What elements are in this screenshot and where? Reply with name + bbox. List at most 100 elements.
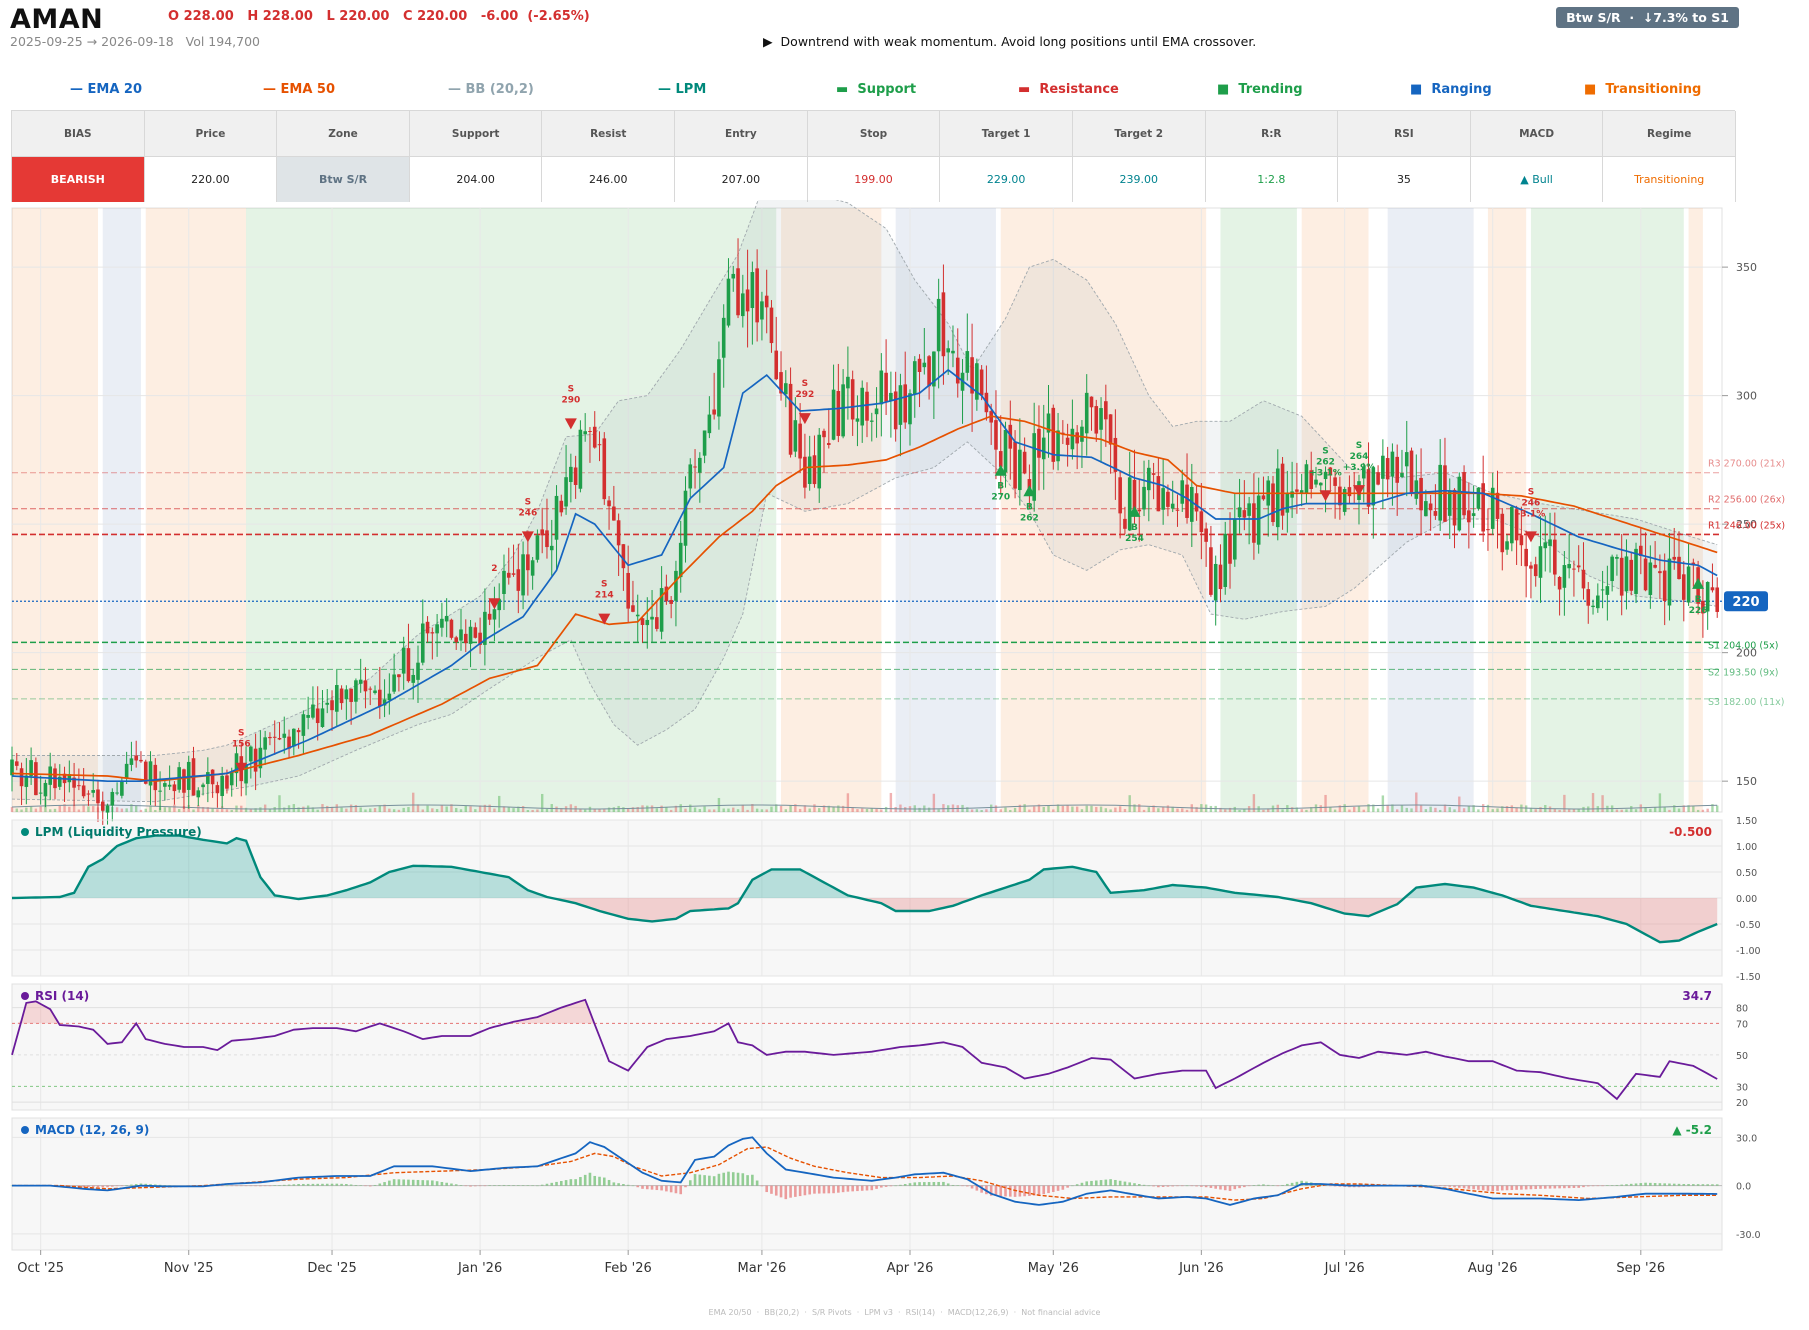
macd-histogram-bar [1567, 1185, 1571, 1189]
macd-histogram-bar [1438, 1185, 1442, 1187]
candle-body [836, 391, 841, 436]
table-header: BIAS [12, 111, 145, 157]
volume-bar [818, 808, 821, 812]
macd-histogram-bar [392, 1179, 396, 1186]
macd-histogram-bar [1252, 1185, 1256, 1186]
macd-histogram-bar [937, 1181, 940, 1186]
candle-body [941, 292, 946, 357]
macd-histogram-bar [139, 1183, 143, 1186]
candle-body [1596, 595, 1600, 609]
macd-histogram-bar [1629, 1183, 1633, 1186]
volume-bar [899, 804, 902, 812]
volume-bar [1601, 795, 1604, 812]
macd-histogram-bar [1195, 1185, 1198, 1187]
x-tick-label: Aug '26 [1468, 1261, 1518, 1276]
macd-histogram-bar [349, 1184, 353, 1186]
macd-histogram-bar [526, 1185, 530, 1186]
x-tick-label: Oct '25 [17, 1261, 64, 1276]
candle-body [1586, 589, 1591, 606]
volume-bar [1577, 808, 1580, 812]
macd-histogram-bar [593, 1175, 597, 1186]
candle-body [306, 714, 310, 718]
macd-histogram-bar [1563, 1185, 1566, 1189]
candle-body [807, 456, 812, 484]
macd-histogram-bar [1486, 1185, 1490, 1191]
x-tick-label: Jun '26 [1178, 1261, 1224, 1276]
candle-body [1557, 576, 1562, 590]
candle-body [721, 317, 726, 358]
candle-body [325, 702, 330, 705]
macd-histogram-bar [631, 1185, 635, 1187]
candle-body [698, 457, 702, 473]
volume-bar [1219, 807, 1222, 812]
volume-bar [25, 807, 28, 812]
volume-bar [736, 809, 740, 812]
macd-histogram-bar [650, 1185, 654, 1190]
candle-body [473, 627, 478, 638]
macd-histogram-bar [488, 1185, 491, 1186]
macd-dot [21, 1126, 29, 1134]
candle-body [1638, 545, 1643, 556]
candle-body [282, 733, 287, 738]
volume-bar [440, 805, 444, 812]
regime-band [102, 208, 141, 812]
volume-bar [703, 806, 706, 812]
volume-bar [631, 807, 635, 812]
volume-bar [278, 795, 281, 812]
candle-body [105, 805, 110, 813]
macd-histogram-bar [851, 1185, 854, 1192]
candle-body [1318, 482, 1323, 486]
support-label: S2 193.50 (9x) [1708, 667, 1778, 678]
macd-histogram-bar [1687, 1184, 1690, 1186]
candle-body [315, 708, 320, 724]
volume-bar [483, 804, 487, 812]
candle-body [1170, 503, 1175, 509]
macd-histogram-bar [727, 1171, 730, 1186]
macd-histogram-bar [383, 1182, 386, 1186]
volume-bar [1395, 809, 1399, 812]
macd-histogram-bar [325, 1183, 329, 1186]
candle-body [717, 359, 721, 417]
legend-resistance: ▬ Resistance [1018, 82, 1119, 97]
volume-bar [669, 809, 673, 812]
macd-histogram-bar [368, 1185, 372, 1187]
macd-histogram-bar [665, 1185, 668, 1192]
candle-body [296, 730, 301, 733]
candle-body [320, 708, 325, 727]
macd-histogram-bar [975, 1185, 979, 1191]
regime-band [1688, 208, 1703, 812]
buy-signal-text: B [1131, 523, 1138, 533]
macd-histogram-bar [1257, 1184, 1260, 1186]
macd-histogram-bar [1543, 1185, 1547, 1189]
volume-bar [1677, 808, 1681, 812]
volume-bar [1501, 806, 1504, 812]
macd-histogram-bar [459, 1185, 463, 1186]
candle-body [664, 586, 669, 602]
candle-body [922, 362, 927, 368]
candle-body [225, 775, 229, 789]
volume-bar [626, 808, 630, 812]
candle-body [86, 793, 91, 795]
table-header: RSI [1338, 111, 1471, 157]
candle-body [741, 293, 745, 317]
candle-body [1032, 433, 1036, 501]
candle-body [1099, 408, 1103, 430]
macd-histogram-bar [693, 1174, 697, 1186]
volume-bar [1620, 809, 1623, 812]
candle-body [884, 372, 888, 402]
volume-bar [435, 809, 439, 812]
macd-histogram-bar [220, 1185, 224, 1187]
macd-histogram-bar [287, 1184, 291, 1186]
x-tick-label: Jul '26 [1324, 1261, 1365, 1276]
macd-histogram-bar [1510, 1185, 1514, 1191]
candle-body [889, 392, 893, 401]
volume-bar [980, 809, 983, 812]
table-cell: 1:2.8 [1205, 157, 1339, 202]
regime-band [781, 208, 882, 812]
macd-histogram-bar [966, 1185, 969, 1187]
macd-histogram-bar [1233, 1185, 1237, 1190]
candle-body [397, 674, 401, 678]
macd-histogram-bar [698, 1174, 702, 1186]
volume-bar [144, 808, 147, 812]
macd-histogram-bar [1706, 1184, 1709, 1186]
